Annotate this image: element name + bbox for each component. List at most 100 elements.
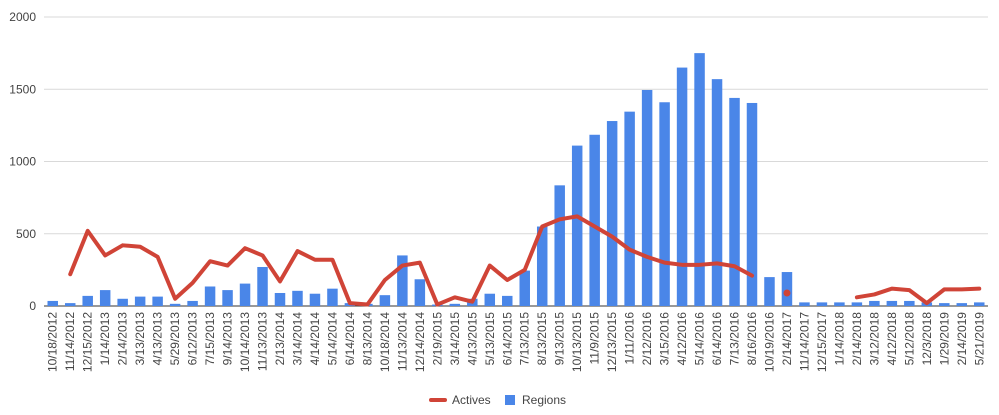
line-actives (68, 214, 982, 307)
x-tick-label: 5/14/2014 (325, 312, 339, 366)
bar-regions[interactable] (187, 300, 198, 306)
x-tick-label: 6/14/2014 (343, 312, 357, 366)
x-tick-label: 5/12/2018 (902, 312, 916, 366)
bar-regions[interactable] (624, 111, 635, 307)
bar-regions[interactable] (799, 302, 810, 306)
x-tick-label: 9/13/2015 (553, 312, 567, 366)
x-tick-label: 2/14/2019 (955, 312, 969, 366)
bar-regions[interactable] (851, 302, 863, 306)
x-tick-label: 12/14/2014 (413, 312, 427, 372)
bar-regions[interactable] (536, 226, 548, 306)
bar-regions[interactable] (64, 303, 76, 306)
legend: Actives Regions (429, 393, 566, 407)
line-segment-actives[interactable] (68, 214, 754, 307)
x-tick-label: 8/13/2015 (535, 312, 549, 366)
x-tick-label: 9/14/2013 (221, 312, 235, 366)
bar-regions[interactable] (327, 288, 338, 306)
bar-regions[interactable] (974, 302, 985, 306)
bar-regions[interactable] (711, 79, 723, 306)
x-tick-label: 11/13/2013 (256, 312, 270, 371)
bar-regions[interactable] (816, 302, 828, 306)
bar-regions[interactable] (169, 303, 181, 306)
x-tick-label: 1/29/2019 (937, 312, 951, 366)
x-tick-label: 7/15/2013 (203, 312, 217, 366)
x-tick-label: 11/14/2012 (63, 312, 77, 371)
legend-regions-swatch (505, 395, 515, 405)
bar-regions[interactable] (82, 295, 93, 306)
bar-regions[interactable] (764, 277, 775, 306)
bar-regions[interactable] (869, 300, 880, 306)
bars-regions (47, 53, 985, 307)
x-tick-label: 6/12/2013 (186, 312, 200, 366)
x-tick-label: 3/14/2014 (290, 312, 304, 366)
y-tick-label: 0 (29, 299, 36, 313)
bar-regions[interactable] (397, 255, 408, 306)
bar-regions[interactable] (571, 145, 583, 306)
bar-regions[interactable] (117, 298, 128, 306)
bar-regions[interactable] (729, 97, 740, 306)
bar-regions[interactable] (414, 279, 426, 306)
x-tick-label: 2/19/2015 (430, 312, 444, 366)
bar-regions[interactable] (694, 53, 705, 306)
bar-regions[interactable] (484, 293, 496, 306)
x-tick-label: 7/13/2016 (728, 312, 742, 366)
x-tick-label: 1/14/2013 (98, 312, 112, 366)
bar-regions[interactable] (449, 303, 461, 306)
bar-regions[interactable] (676, 67, 688, 306)
bar-regions[interactable] (222, 290, 233, 306)
x-tick-label: 12/3/2018 (920, 312, 934, 366)
bar-regions[interactable] (904, 300, 915, 306)
y-tick-label: 2000 (9, 10, 36, 24)
bar-regions[interactable] (379, 295, 391, 306)
y-tick-label: 1500 (9, 82, 36, 96)
line-point-actives[interactable] (783, 289, 791, 297)
line-segment-actives[interactable] (854, 286, 982, 306)
bar-regions[interactable] (746, 102, 758, 306)
bar-regions[interactable] (47, 300, 58, 306)
x-tick-label: 8/13/2014 (360, 312, 374, 366)
bar-regions[interactable] (589, 134, 600, 306)
bar-regions[interactable] (834, 302, 845, 306)
bar-regions[interactable] (292, 290, 303, 306)
bar-regions[interactable] (204, 286, 216, 306)
bar-regions[interactable] (309, 293, 321, 306)
x-tick-label: 10/18/2014 (378, 312, 392, 372)
legend-item-actives[interactable]: Actives (429, 393, 491, 407)
bar-regions[interactable] (152, 296, 163, 306)
bar-regions[interactable] (606, 121, 618, 306)
x-tick-label: 11/14/2017 (797, 312, 811, 371)
bar-regions[interactable] (641, 89, 653, 306)
bar-regions[interactable] (274, 292, 286, 306)
bar-regions[interactable] (554, 185, 565, 306)
bar-regions[interactable] (956, 303, 968, 306)
bar-regions[interactable] (502, 295, 513, 306)
x-tick-label: 5/13/2015 (483, 312, 497, 366)
x-tick-label: 3/13/2013 (133, 312, 147, 366)
x-tick-label: 6/14/2016 (710, 312, 724, 366)
x-tick-label: 4/13/2015 (465, 312, 479, 366)
y-tick-label: 500 (16, 227, 36, 241)
x-tick-label: 11/9/2015 (588, 312, 602, 365)
x-axis-ticks: 10/18/2012 11/14/2012 12/15/2012 1/14/2013 2… (46, 312, 987, 372)
bar-regions[interactable] (239, 283, 251, 306)
x-tick-label: 3/12/2018 (867, 312, 881, 366)
x-tick-label: 11/13/2014 (395, 312, 409, 371)
bar-regions[interactable] (886, 300, 898, 306)
bar-regions[interactable] (99, 290, 111, 306)
bar-regions[interactable] (519, 270, 530, 306)
bar-regions[interactable] (257, 266, 268, 306)
x-tick-label: 2/14/2013 (116, 312, 130, 366)
bar-regions[interactable] (781, 272, 793, 306)
bar-regions[interactable] (939, 303, 950, 306)
bar-regions[interactable] (659, 102, 670, 306)
grid (44, 16, 988, 307)
x-tick-label: 7/13/2015 (518, 312, 532, 366)
x-tick-label: 3/15/2016 (658, 312, 672, 366)
bar-regions[interactable] (134, 296, 146, 306)
x-tick-label: 4/14/2014 (308, 312, 322, 366)
legend-item-regions[interactable]: Regions (505, 393, 566, 407)
x-tick-label: 1/14/2018 (832, 312, 846, 366)
legend-regions-label: Regions (522, 393, 566, 407)
